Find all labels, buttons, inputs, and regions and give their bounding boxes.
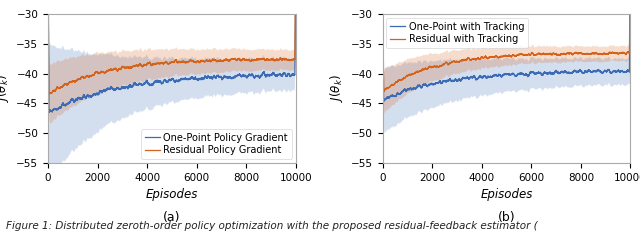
One-Point with Tracking bbox=[614, 70, 621, 72]
One-Point with Tracking bbox=[389, 95, 397, 97]
Text: (b): (b) bbox=[498, 211, 515, 224]
One-Point with Tracking bbox=[380, 100, 388, 103]
One-Point with Tracking bbox=[428, 82, 435, 85]
Legend: One-Point Policy Gradient, Residual Policy Gradient: One-Point Policy Gradient, Residual Poli… bbox=[141, 129, 292, 159]
Residual with Tracking bbox=[380, 90, 387, 93]
One-Point with Tracking bbox=[500, 73, 508, 76]
Legend: One-Point with Tracking, Residual with Tracking: One-Point with Tracking, Residual with T… bbox=[387, 18, 528, 48]
One-Point with Tracking bbox=[394, 92, 401, 95]
Residual Policy Gradient bbox=[93, 71, 100, 74]
Residual with Tracking bbox=[394, 81, 401, 83]
Y-axis label: $J(\theta_k)$: $J(\theta_k)$ bbox=[328, 75, 346, 103]
Residual with Tracking bbox=[614, 51, 621, 54]
Text: (a): (a) bbox=[163, 211, 180, 224]
One-Point Policy Gradient bbox=[45, 111, 53, 114]
Residual with Tracking bbox=[500, 55, 508, 58]
Residual with Tracking bbox=[428, 66, 435, 69]
Residual Policy Gradient bbox=[165, 62, 173, 65]
Line: Residual with Tracking: Residual with Tracking bbox=[383, 0, 630, 92]
X-axis label: Episodes: Episodes bbox=[146, 188, 198, 201]
One-Point Policy Gradient bbox=[54, 107, 62, 110]
One-Point Policy Gradient bbox=[165, 79, 173, 81]
One-Point with Tracking bbox=[380, 100, 388, 103]
One-Point Policy Gradient bbox=[59, 102, 67, 105]
Residual Policy Gradient bbox=[45, 93, 53, 96]
Line: One-Point with Tracking: One-Point with Tracking bbox=[383, 0, 630, 101]
Line: One-Point Policy Gradient: One-Point Policy Gradient bbox=[48, 0, 296, 113]
Y-axis label: $J(\theta_k)$: $J(\theta_k)$ bbox=[0, 75, 11, 103]
One-Point Policy Gradient bbox=[93, 92, 100, 95]
Line: Residual Policy Gradient: Residual Policy Gradient bbox=[48, 0, 296, 94]
Residual with Tracking bbox=[380, 90, 388, 93]
Residual Policy Gradient bbox=[45, 93, 53, 95]
Residual Policy Gradient bbox=[54, 86, 62, 89]
One-Point Policy Gradient bbox=[45, 111, 53, 114]
Text: Figure 1: Distributed zeroth-order policy optimization with the proposed residua: Figure 1: Distributed zeroth-order polic… bbox=[6, 221, 538, 231]
Residual with Tracking bbox=[389, 84, 397, 86]
Residual Policy Gradient bbox=[279, 58, 287, 61]
One-Point Policy Gradient bbox=[279, 74, 287, 76]
X-axis label: Episodes: Episodes bbox=[480, 188, 532, 201]
Residual Policy Gradient bbox=[59, 85, 67, 88]
